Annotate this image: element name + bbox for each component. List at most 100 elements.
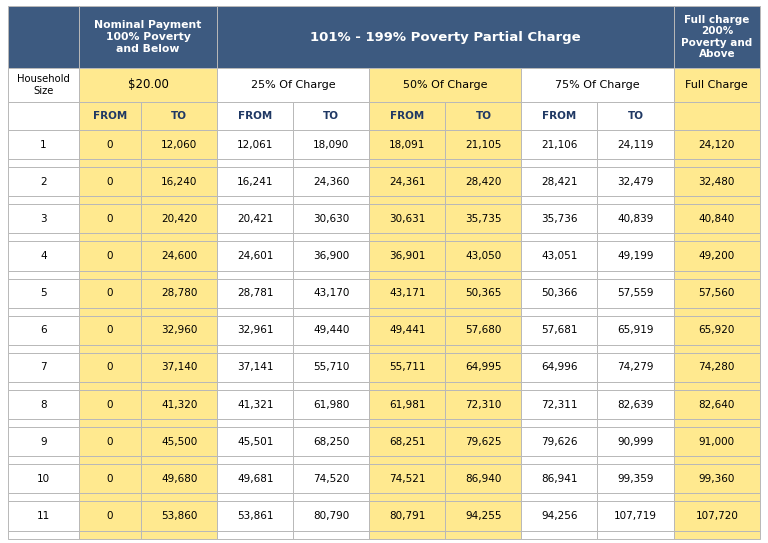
Text: 94,255: 94,255 — [465, 511, 502, 521]
Bar — [293, 390, 369, 419]
Bar — [674, 279, 760, 308]
Bar — [674, 315, 760, 345]
Bar — [293, 345, 369, 353]
Bar — [674, 242, 760, 270]
Bar — [79, 130, 141, 159]
Bar — [141, 279, 217, 308]
Bar — [79, 233, 141, 242]
Text: 20,420: 20,420 — [161, 214, 197, 224]
Bar — [598, 315, 674, 345]
Bar — [79, 501, 141, 531]
Text: 24,601: 24,601 — [237, 251, 273, 261]
Bar — [217, 6, 674, 68]
Bar — [141, 204, 217, 233]
Bar — [141, 382, 217, 390]
Bar — [217, 159, 293, 167]
Bar — [369, 456, 445, 464]
Text: 28,420: 28,420 — [465, 176, 502, 187]
Text: 75% Of Charge: 75% Of Charge — [555, 80, 640, 90]
Bar — [141, 270, 217, 279]
Text: 64,996: 64,996 — [541, 362, 578, 372]
Text: 0: 0 — [107, 288, 113, 298]
Bar — [521, 204, 598, 233]
Text: 43,171: 43,171 — [389, 288, 425, 298]
Text: 5: 5 — [40, 288, 47, 298]
Bar — [8, 279, 79, 308]
Bar — [445, 531, 521, 539]
Bar — [293, 196, 369, 204]
Bar — [293, 501, 369, 531]
Text: $20.00: $20.00 — [127, 79, 168, 92]
Text: 30,630: 30,630 — [313, 214, 349, 224]
Bar — [521, 308, 598, 315]
Bar — [8, 204, 79, 233]
Bar — [445, 353, 521, 382]
Bar — [8, 464, 79, 494]
Bar — [445, 167, 521, 196]
Bar — [674, 159, 760, 167]
Text: 0: 0 — [107, 325, 113, 335]
Bar — [141, 419, 217, 427]
Bar — [8, 427, 79, 456]
Text: 99,359: 99,359 — [617, 474, 654, 484]
Text: 18,090: 18,090 — [313, 140, 349, 149]
Bar — [521, 501, 598, 531]
Bar — [293, 456, 369, 464]
Bar — [293, 167, 369, 196]
Bar — [674, 102, 760, 130]
Text: 0: 0 — [107, 362, 113, 372]
Bar — [445, 279, 521, 308]
Bar — [293, 427, 369, 456]
Text: Nominal Payment
100% Poverty
and Below: Nominal Payment 100% Poverty and Below — [94, 21, 202, 54]
Bar — [674, 308, 760, 315]
Bar — [141, 308, 217, 315]
Bar — [8, 102, 79, 130]
Bar — [598, 531, 674, 539]
Text: 36,901: 36,901 — [389, 251, 425, 261]
Text: 32,960: 32,960 — [161, 325, 197, 335]
Text: 61,981: 61,981 — [389, 400, 425, 409]
Bar — [598, 270, 674, 279]
Bar — [674, 167, 760, 196]
Text: 65,919: 65,919 — [617, 325, 654, 335]
Text: 24,119: 24,119 — [617, 140, 654, 149]
Bar — [217, 353, 293, 382]
Bar — [598, 130, 674, 159]
Bar — [79, 315, 141, 345]
Bar — [369, 233, 445, 242]
Bar — [674, 233, 760, 242]
Bar — [217, 531, 293, 539]
Bar — [598, 196, 674, 204]
Bar — [293, 159, 369, 167]
Bar — [445, 270, 521, 279]
Bar — [293, 464, 369, 494]
Bar — [8, 390, 79, 419]
Text: 91,000: 91,000 — [699, 437, 735, 447]
Text: 49,441: 49,441 — [389, 325, 425, 335]
Bar — [141, 242, 217, 270]
Bar — [8, 419, 79, 427]
Bar — [8, 494, 79, 501]
Bar — [369, 427, 445, 456]
Text: 3: 3 — [40, 214, 47, 224]
Bar — [369, 308, 445, 315]
Bar — [293, 233, 369, 242]
Bar — [217, 315, 293, 345]
Bar — [598, 279, 674, 308]
Bar — [598, 382, 674, 390]
Text: 7: 7 — [40, 362, 47, 372]
Bar — [293, 308, 369, 315]
Bar — [598, 494, 674, 501]
Bar — [217, 196, 293, 204]
Bar — [79, 464, 141, 494]
Text: 50,365: 50,365 — [465, 288, 502, 298]
Bar — [674, 531, 760, 539]
Text: 18,091: 18,091 — [389, 140, 425, 149]
Bar — [8, 167, 79, 196]
Bar — [521, 279, 598, 308]
Bar — [8, 456, 79, 464]
Text: 64,995: 64,995 — [465, 362, 502, 372]
Text: 49,200: 49,200 — [699, 251, 735, 261]
Text: 82,640: 82,640 — [699, 400, 735, 409]
Bar — [445, 419, 521, 427]
